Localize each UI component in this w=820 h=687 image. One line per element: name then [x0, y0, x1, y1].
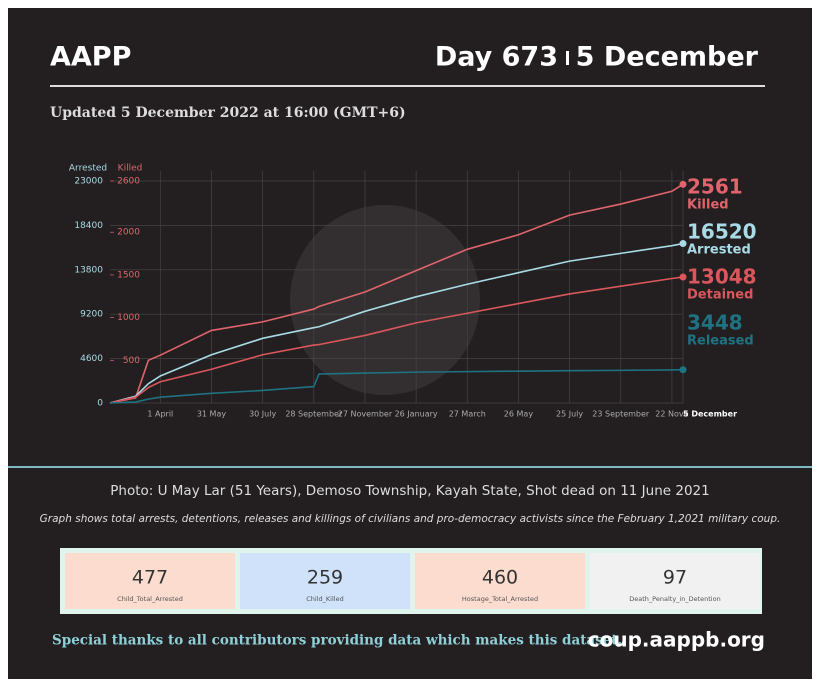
x-tick-label: 1 April	[147, 410, 173, 419]
end-marker	[679, 366, 687, 374]
y-tick-label: 9200	[80, 310, 103, 320]
x-tick-label: 27 March	[449, 410, 486, 419]
thanks: Special thanks to all contributors provi…	[52, 633, 622, 649]
legend-label: Detained	[687, 288, 753, 303]
caption: Photo: U May Lar (51 Years), Demoso Town…	[110, 483, 709, 499]
y-tick-label: 23000	[74, 177, 103, 187]
y2-tick-label: 1000	[117, 313, 140, 323]
brand: AAPP	[50, 42, 131, 73]
series-line	[109, 368, 684, 404]
y-tick-label: 13800	[74, 265, 103, 275]
x-tick-label: 28 September	[285, 410, 343, 419]
x-tick-label: 26 January	[395, 410, 438, 419]
end-marker	[679, 273, 687, 281]
y2-tick-label: 1500	[117, 270, 140, 280]
stat-label: Death_Penalty_in_Detention	[629, 595, 720, 603]
y-tick-label: 4600	[80, 354, 103, 364]
stat-label: Hostage_Total_Arrested	[462, 595, 538, 603]
stat-card	[590, 553, 760, 609]
stat-value: 477	[132, 567, 168, 589]
updated: Updated 5 December 2022 at 16:00 (GMT+6)	[50, 105, 406, 121]
y2-tick-label: 2600	[117, 177, 140, 187]
legend-label: Arrested	[687, 243, 751, 258]
note: Graph shows total arrests, detentions, r…	[40, 513, 781, 525]
end-value: 3448	[687, 311, 743, 335]
stat-card	[65, 553, 235, 609]
separator	[566, 51, 569, 65]
end-marker	[679, 180, 687, 188]
stat-label: Child_Total_Arrested	[117, 595, 183, 603]
url: coup.aappb.org	[588, 628, 765, 652]
series-line	[109, 183, 684, 404]
y-tick-label: 0	[97, 399, 103, 409]
x-tick-label: 22 Nove	[655, 410, 688, 419]
legend-label: Killed	[687, 198, 729, 213]
photo	[290, 205, 480, 395]
day: Day 673	[435, 42, 558, 73]
stat-card	[240, 553, 410, 609]
x-tick-label: 30 July	[249, 410, 276, 419]
stat-label: Child_Killed	[306, 595, 343, 603]
stat-value: 259	[307, 567, 343, 589]
x-tick-label: 25 July	[556, 410, 583, 419]
series-line	[109, 242, 684, 404]
y2-tick-label: 2000	[117, 228, 140, 238]
x-tick-label: 26 May	[504, 410, 534, 419]
date: 5 December	[576, 42, 759, 73]
y2-axis-title: Killed	[118, 164, 143, 174]
end-value: 13048	[687, 265, 757, 289]
x-tick-label: 27 November	[338, 410, 393, 419]
x-tick-label: 5 December	[683, 410, 737, 419]
series-line	[109, 276, 684, 404]
end-value: 2561	[687, 175, 743, 199]
y-tick-label: 18400	[74, 221, 103, 231]
x-tick-label: 31 May	[197, 410, 227, 419]
y2-tick-label: 500	[123, 356, 140, 366]
y-axis-title: Arrested	[69, 164, 107, 174]
stat-value: 460	[482, 567, 518, 589]
end-value: 16520	[687, 220, 757, 244]
stat-value: 97	[663, 567, 687, 589]
end-marker	[679, 240, 687, 248]
legend-label: Released	[687, 334, 754, 349]
x-tick-label: 23 September	[592, 410, 650, 419]
stat-card	[415, 553, 585, 609]
